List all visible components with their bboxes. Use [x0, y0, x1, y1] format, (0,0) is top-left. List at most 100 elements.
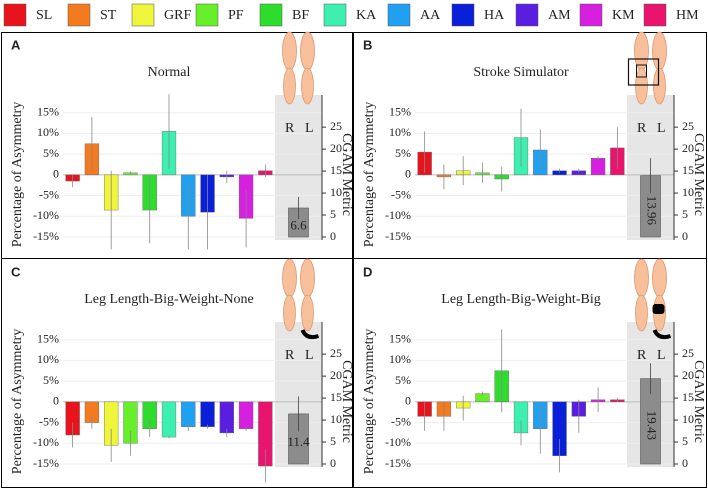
y-tick-label: -5%	[39, 414, 59, 428]
y2-tick-label: 25	[330, 119, 342, 133]
leg-thigh	[652, 31, 667, 71]
cgam-value-label: 19.43	[645, 411, 660, 440]
legend-swatch	[3, 3, 27, 27]
y-tick-label: -5%	[391, 187, 411, 201]
leg-shank	[635, 294, 648, 332]
y-tick-label: 15%	[37, 104, 59, 118]
y-tick-label: 15%	[389, 331, 411, 345]
y-tick-label: 10%	[37, 125, 59, 139]
y2-tick-label: 15	[682, 163, 694, 177]
panel-letter: C	[11, 264, 21, 279]
shoe-lift	[300, 329, 320, 340]
leg-thigh	[282, 31, 297, 71]
y2-axis-label: CGAM Metric	[691, 360, 706, 443]
y-axis-label: Percentage of Asymmetry	[10, 102, 25, 247]
legend-label: AM	[548, 8, 571, 23]
legend-label: ST	[100, 8, 117, 23]
side-label-l: L	[657, 348, 666, 363]
cgam-value-label: 11.4	[287, 434, 310, 449]
y-tick-label: -10%	[33, 208, 59, 222]
panel-title: Leg Length-Big-Weight-None	[84, 292, 254, 307]
y2-tick-label: 15	[330, 390, 342, 404]
bar	[238, 401, 254, 429]
leg-thigh	[282, 258, 297, 298]
y-tick-label: 15%	[37, 331, 59, 345]
y-tick-label: -10%	[33, 435, 59, 449]
leg-shank	[283, 294, 296, 332]
y2-tick-label: 0	[330, 456, 336, 470]
y-tick-label: -15%	[385, 229, 411, 243]
panel: A Normal R L -15% -10% -5% 0 5% 10% 15% 0 5 10 15 20 25 P…	[10, 31, 354, 250]
side-label-l: L	[305, 121, 314, 136]
y-tick-label: 10%	[389, 352, 411, 366]
panel: D Leg Length-Big-Weight-Big R L -15% -10% -5% 0…	[362, 258, 706, 474]
y2-tick-label: 20	[330, 368, 342, 382]
y-tick-label: 10%	[37, 352, 59, 366]
y-tick-label: -15%	[33, 229, 59, 243]
side-label-r: R	[637, 348, 647, 363]
y2-tick-label: 5	[682, 207, 688, 221]
y2-tick-label: 5	[330, 434, 336, 448]
y-tick-label: -10%	[385, 208, 411, 222]
y-tick-label: -15%	[33, 456, 59, 470]
bar	[200, 401, 215, 427]
leg-shank	[653, 67, 666, 105]
y-tick-label: -5%	[391, 414, 411, 428]
legend-swatch	[195, 3, 219, 27]
y2-tick-label: 5	[330, 207, 336, 221]
legend-label: KA	[356, 8, 377, 23]
panel: B Stroke Simulator R L -15% -10% -5% 0 5% 10% 15% 0…	[362, 31, 706, 247]
legend-label: PF	[228, 8, 244, 23]
legend-swatch	[579, 3, 603, 27]
y-axis-label: Percentage of Asymmetry	[362, 102, 377, 247]
legend-swatch	[643, 3, 667, 27]
leg-shank	[301, 67, 314, 105]
legend-swatch	[323, 3, 347, 27]
panel-letter: B	[363, 37, 372, 52]
legend-swatch	[451, 3, 475, 27]
y-tick-label: 15%	[389, 104, 411, 118]
y2-axis-label: CGAM Metric	[339, 360, 354, 443]
leg-thigh	[300, 258, 315, 298]
side-label-l: L	[305, 348, 314, 363]
leg-thigh	[634, 258, 649, 298]
y2-tick-label: 25	[682, 119, 694, 133]
legend-swatch	[515, 3, 539, 27]
y-axis-label: Percentage of Asymmetry	[362, 329, 377, 474]
y-tick-label: 0	[53, 394, 59, 408]
leg-thigh	[300, 31, 315, 71]
cgam-value-label: 6.6	[290, 217, 307, 232]
y2-tick-label: 20	[330, 141, 342, 155]
y2-tick-label: 10	[682, 185, 694, 199]
side-label-l: L	[657, 121, 666, 136]
y2-tick-label: 5	[682, 434, 688, 448]
side-label-r: R	[285, 121, 295, 136]
y2-tick-label: 10	[330, 185, 342, 199]
bar	[590, 158, 606, 176]
y2-tick-label: 10	[682, 412, 694, 426]
y2-axis-label: CGAM Metric	[691, 133, 706, 216]
leg-shank	[283, 67, 296, 105]
y-tick-label: 0	[53, 167, 59, 181]
y-tick-label: -15%	[385, 456, 411, 470]
legend-label: KM	[612, 8, 635, 23]
legend-label: AA	[420, 8, 441, 23]
bar	[161, 401, 177, 438]
legend-swatch	[259, 3, 283, 27]
panel-title: Normal	[148, 65, 191, 80]
legend-label: HM	[676, 8, 699, 23]
legend-label: SL	[36, 8, 52, 23]
y2-tick-label: 25	[682, 346, 694, 360]
leg-thigh	[652, 258, 667, 298]
panel-border	[1, 258, 353, 488]
cgam-value-label: 13.96	[645, 196, 660, 226]
weight	[652, 304, 665, 314]
y-tick-label: 5%	[395, 146, 411, 160]
legend-label: GRF	[164, 8, 191, 23]
simulator-frame	[627, 58, 660, 86]
side-label-r: R	[637, 121, 647, 136]
y2-tick-label: 0	[330, 229, 336, 243]
shoe-lift	[652, 329, 672, 340]
legend-swatch	[131, 3, 155, 27]
